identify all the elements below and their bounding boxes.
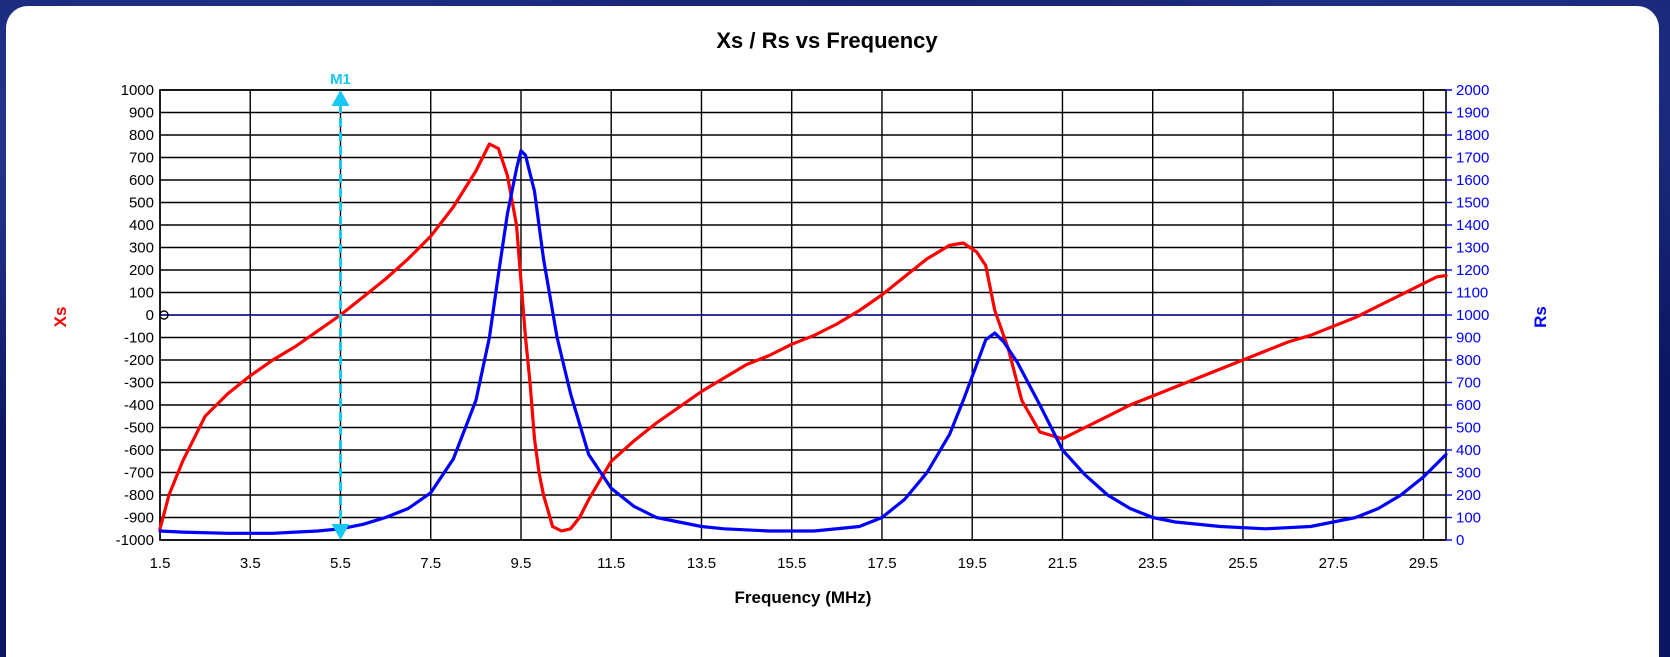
x-tick-label: 13.5	[687, 555, 716, 572]
y-left-tick-label: 700	[129, 150, 154, 167]
y-left-tick-label: 0	[146, 307, 154, 324]
y-left-tick-label: 300	[129, 240, 154, 257]
y-left-tick-label: 400	[129, 217, 154, 234]
x-axis-label: Frequency (MHz)	[735, 588, 872, 607]
y-right-tick-label: 1900	[1456, 105, 1489, 122]
y-left-tick-label: -100	[124, 330, 154, 347]
y-left-tick-label: 100	[129, 285, 154, 302]
y-right-tick-label: 300	[1456, 465, 1481, 482]
marker-arrow-up-icon	[331, 90, 350, 106]
y-right-tick-label: 500	[1456, 420, 1481, 437]
x-tick-label: 21.5	[1048, 555, 1077, 572]
y-left-tick-label: -700	[124, 465, 154, 482]
y-right-axis-label: Rs	[1531, 306, 1550, 328]
y-right-tick-label: 800	[1456, 352, 1481, 369]
y-right-tick-label: 0	[1456, 532, 1464, 549]
x-tick-label: 9.5	[511, 555, 532, 572]
y-left-tick-label: 200	[129, 262, 154, 279]
y-left-tick-label: 600	[129, 172, 154, 189]
marker-arrow-down-icon	[331, 524, 350, 540]
plot-area: 10009008007006005004003002001000-100-200…	[116, 71, 1490, 572]
y-left-tick-label: -800	[124, 487, 154, 504]
chart-title: Xs / Rs vs Frequency	[716, 28, 938, 53]
y-right-tick-label: 1700	[1456, 150, 1489, 167]
x-tick-label: 5.5	[330, 555, 351, 572]
x-tick-label: 15.5	[777, 555, 806, 572]
x-tick-label: 1.5	[150, 555, 171, 572]
x-tick-label: 27.5	[1319, 555, 1348, 572]
y-right-tick-label: 1300	[1456, 240, 1489, 257]
x-tick-label: 17.5	[867, 555, 896, 572]
zero-crosshair-icon	[159, 310, 169, 320]
series-line-xs	[158, 142, 1448, 533]
y-left-tick-label: -1000	[116, 532, 154, 549]
y-left-tick-label: -900	[124, 510, 154, 527]
y-right-tick-label: 600	[1456, 397, 1481, 414]
y-right-tick-label: 400	[1456, 442, 1481, 459]
y-left-tick-label: 900	[129, 105, 154, 122]
y-right-tick-label: 1800	[1456, 127, 1489, 144]
y-left-axis-label: Xs	[51, 307, 70, 328]
x-tick-label: 29.5	[1409, 555, 1438, 572]
y-left-tick-label: -200	[124, 352, 154, 369]
x-tick-label: 7.5	[420, 555, 441, 572]
y-right-tick-label: 1100	[1456, 285, 1488, 302]
xs-rs-chart: Xs / Rs vs Frequency Frequency (MHz) Xs …	[51, 28, 1550, 607]
y-right-tick-label: 2000	[1456, 82, 1489, 99]
y-left-tick-label: -600	[124, 442, 154, 459]
chart-panel: Xs / Rs vs Frequency Frequency (MHz) Xs …	[6, 6, 1659, 657]
y-right-tick-label: 700	[1456, 375, 1481, 392]
y-left-tick-label: -300	[124, 375, 154, 392]
x-tick-label: 23.5	[1138, 555, 1167, 572]
y-left-tick-label: -500	[124, 420, 154, 437]
y-right-tick-label: 1200	[1456, 262, 1489, 279]
y-right-tick-label: 200	[1456, 487, 1481, 504]
y-right-tick-label: 1500	[1456, 195, 1489, 212]
x-tick-label: 11.5	[597, 555, 625, 572]
marker-label: M1	[330, 71, 351, 88]
x-tick-label: 25.5	[1228, 555, 1257, 572]
series-line-rs	[158, 149, 1448, 535]
y-left-tick-label: 800	[129, 127, 154, 144]
y-right-tick-label: 1400	[1456, 217, 1489, 234]
y-right-tick-label: 100	[1456, 510, 1481, 527]
y-left-tick-label: -400	[124, 397, 154, 414]
y-right-tick-label: 1600	[1456, 172, 1489, 189]
y-left-tick-label: 1000	[121, 82, 154, 99]
y-left-tick-label: 500	[129, 195, 154, 212]
y-right-tick-label: 1000	[1456, 307, 1489, 324]
y-right-tick-label: 900	[1456, 330, 1481, 347]
x-tick-label: 3.5	[240, 555, 261, 572]
x-tick-label: 19.5	[958, 555, 987, 572]
